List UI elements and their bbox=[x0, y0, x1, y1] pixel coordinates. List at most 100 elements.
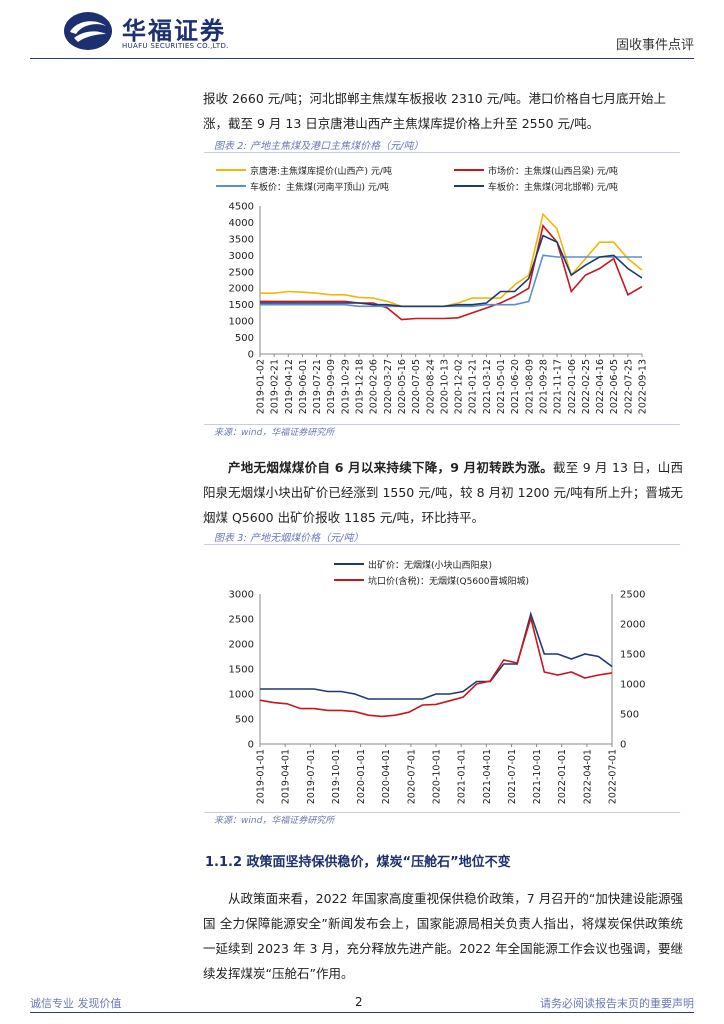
chart1-y-tick-7: 3500 bbox=[229, 234, 254, 245]
chart2-left-y-tick-3: 1500 bbox=[229, 665, 254, 676]
page-number: 2 bbox=[355, 995, 363, 1009]
chart2-right-y-tick-4: 2000 bbox=[620, 620, 645, 631]
chart1-x-tick-25: 2022-06-05 bbox=[609, 359, 620, 414]
paragraph-2-body: 截至 9 月 13 日，山西阳泉无烟煤小块出矿价已经涨到 1550 元/吨，较 … bbox=[203, 460, 683, 525]
chart2-x-tick-11: 2021-10-01 bbox=[532, 749, 543, 804]
chart2-x-tick-12: 2022-01-01 bbox=[557, 749, 568, 804]
figure-2-title: 图表 2: 产地主焦煤及港口主焦煤价格（元/吨） bbox=[214, 141, 424, 152]
chart1-x-tick-16: 2021-03-12 bbox=[482, 359, 493, 414]
chart2-left-y-tick-0: 0 bbox=[248, 740, 254, 751]
chart2-left-y-tick-1: 500 bbox=[235, 715, 254, 726]
chart2-legend-label-1: 坑口价(含税)：无烟煤(Q5600晋城阳城) bbox=[368, 575, 529, 587]
chart1-y-tick-8: 4000 bbox=[229, 218, 254, 229]
huafu-logo-icon bbox=[64, 12, 112, 50]
figure-2-bottom-rule bbox=[204, 424, 680, 425]
chart2-x-tick-2: 2019-07-01 bbox=[306, 749, 317, 804]
chart1-x-tick-2: 2019-04-12 bbox=[284, 359, 295, 414]
chart1-x-tick-11: 2020-07-05 bbox=[411, 359, 422, 414]
figure-2-top-rule bbox=[204, 152, 680, 153]
figure-3-source: 来源：wind，华福证券研究所 bbox=[214, 816, 335, 826]
chart1-x-tick-5: 2019-09-09 bbox=[326, 359, 337, 414]
chart1-y-tick-0: 0 bbox=[248, 350, 254, 361]
chart2-x-tick-4: 2020-01-01 bbox=[356, 749, 367, 804]
chart2-right-y-tick-0: 0 bbox=[620, 740, 626, 751]
figure-3-bottom-rule bbox=[204, 812, 680, 813]
chart1-x-tick-12: 2020-08-24 bbox=[425, 359, 436, 414]
chart1-y-tick-6: 3000 bbox=[229, 251, 254, 262]
figure-3-title: 图表 3: 产地无烟煤价格（元/吨） bbox=[214, 533, 364, 544]
chart1-legend-label-0: 京唐港:主焦煤库提价(山西产) 元/吨 bbox=[250, 165, 392, 177]
chart1-x-tick-19: 2021-08-09 bbox=[524, 359, 535, 414]
paragraph-3-body: 从政策面来看，2022 年国家高度重视保供稳价政策，7 月召开的“加快建设能源强… bbox=[203, 891, 683, 981]
chart2-x-tick-8: 2021-01-01 bbox=[457, 749, 468, 804]
chart1-x-tick-21: 2021-11-17 bbox=[553, 359, 564, 414]
chart1-x-tick-22: 2022-01-06 bbox=[567, 359, 578, 414]
chart1-x-tick-13: 2020-10-13 bbox=[439, 359, 450, 414]
chart2-right-y-tick-2: 1000 bbox=[620, 680, 645, 691]
header-divider bbox=[30, 58, 694, 59]
chart2-legend-label-0: 出矿价：无烟煤(小块山西阳泉) bbox=[368, 559, 492, 571]
paragraph-1-line-1: 报收 2660 元/吨；河北邯郸主焦煤车板报收 2310 元/吨。港口价格自七月… bbox=[203, 91, 666, 106]
figure-3-chart: 出矿价：无烟煤(小块山西阳泉) 坑口价(含税)：无烟煤(Q5600晋城阳城) 0 50… bbox=[229, 559, 646, 804]
chart1-legend-label-3: 车板价：主焦煤(河北邯郸) 元/吨 bbox=[488, 181, 618, 193]
chart1-x-tick-8: 2020-02-06 bbox=[369, 359, 380, 414]
brand-name-cn: 华福证券 bbox=[122, 17, 226, 45]
chart1-x-tick-4: 2019-07-21 bbox=[312, 359, 323, 414]
chart2-left-y-tick-5: 2500 bbox=[229, 615, 254, 626]
chart1-x-tick-1: 2019-02-21 bbox=[270, 359, 281, 414]
section-heading: 1.1.2 政策面坚持保供稳价，煤炭“压舱石”地位不变 bbox=[205, 855, 511, 870]
paragraph-1-line-2: 涨，截至 9 月 13 日京唐港山西产主焦煤库提价格上升至 2550 元/吨。 bbox=[203, 116, 600, 131]
chart1-x-tick-15: 2021-01-21 bbox=[468, 359, 479, 414]
chart1-y-tick-9: 4500 bbox=[229, 202, 254, 213]
chart2-left-y-tick-4: 2000 bbox=[229, 640, 254, 651]
chart1-y-tick-1: 500 bbox=[235, 333, 254, 344]
chart1-x-tick-23: 2022-02-25 bbox=[581, 359, 592, 414]
chart1-series-line-2 bbox=[260, 254, 642, 308]
chart2-series-line-0 bbox=[260, 611, 613, 700]
paragraph-3: 从政策面来看，2022 年国家高度重视保供稳价政策，7 月召开的“加快建设能源强… bbox=[203, 886, 683, 986]
chart1-y-tick-2: 1000 bbox=[229, 317, 254, 328]
chart1-series-line-3 bbox=[260, 234, 643, 308]
footer-divider bbox=[30, 1012, 694, 1013]
figure-3-top-rule bbox=[204, 544, 680, 545]
chart1-x-tick-10: 2020-05-16 bbox=[397, 359, 408, 414]
chart1-legend-label-2: 车板价：主焦煤(河南平顶山) 元/吨 bbox=[250, 181, 389, 193]
chart2-x-tick-5: 2020-04-01 bbox=[381, 749, 392, 804]
chart1-y-tick-4: 2000 bbox=[229, 284, 254, 295]
chart2-right-y-tick-5: 2500 bbox=[620, 590, 645, 601]
chart2-x-tick-7: 2020-10-01 bbox=[432, 749, 443, 804]
chart1-x-tick-27: 2022-09-13 bbox=[638, 359, 649, 414]
chart1-x-tick-18: 2021-06-20 bbox=[510, 359, 521, 414]
chart2-x-tick-3: 2019-10-01 bbox=[331, 749, 342, 804]
figure-2-source: 来源：wind，华福证券研究所 bbox=[214, 428, 335, 438]
chart2-x-tick-10: 2021-07-01 bbox=[507, 749, 518, 804]
chart2-series-line-1 bbox=[259, 614, 613, 718]
chart1-x-tick-26: 2022-07-25 bbox=[623, 359, 634, 414]
footer-disclaimer: 请务必阅读报告末页的重要声明 bbox=[540, 997, 694, 1010]
paragraph-2-highlight: 产地无烟煤煤价自 6 月以来持续下降，9 月初转跌为涨。 bbox=[228, 460, 554, 475]
chart1-x-tick-20: 2021-09-28 bbox=[538, 359, 549, 414]
chart1-y-tick-3: 1500 bbox=[229, 300, 254, 311]
chart2-x-tick-1: 2019-04-01 bbox=[281, 749, 292, 804]
chart1-legend-label-1: 市场价：主焦煤(山西吕梁) 元/吨 bbox=[488, 165, 618, 177]
chart1-x-tick-24: 2022-04-16 bbox=[595, 359, 606, 414]
chart2-right-y-tick-1: 500 bbox=[620, 710, 639, 721]
chart1-series-line-0 bbox=[260, 212, 643, 308]
chart1-x-tick-6: 2019-10-29 bbox=[340, 359, 351, 414]
chart2-x-tick-13: 2022-04-01 bbox=[582, 749, 593, 804]
chart2-x-tick-14: 2022-07-01 bbox=[608, 749, 619, 804]
chart2-x-tick-6: 2020-07-01 bbox=[406, 749, 417, 804]
chart2-left-y-tick-6: 3000 bbox=[229, 590, 254, 601]
chart2-right-y-tick-3: 1500 bbox=[620, 650, 645, 661]
paragraph-2: 产地无烟煤煤价自 6 月以来持续下降，9 月初转跌为涨。截至 9 月 13 日，… bbox=[203, 455, 683, 530]
paragraph-1: 报收 2660 元/吨；河北邯郸主焦煤车板报收 2310 元/吨。港口价格自七月… bbox=[203, 86, 683, 136]
chart2-x-tick-0: 2019-01-01 bbox=[256, 749, 267, 804]
chart1-x-tick-7: 2019-12-18 bbox=[355, 359, 366, 414]
chart1-x-tick-17: 2021-05-01 bbox=[496, 359, 507, 414]
chart1-x-tick-9: 2020-03-27 bbox=[383, 359, 394, 414]
chart1-series-line-1 bbox=[260, 223, 643, 321]
figure-2-chart: 京唐港:主焦煤库提价(山西产) 元/吨 市场价：主焦煤(山西吕梁) 元/吨车板价：… bbox=[216, 165, 649, 414]
chart2-x-tick-9: 2021-04-01 bbox=[482, 749, 493, 804]
chart1-x-tick-0: 2019-01-02 bbox=[256, 359, 267, 414]
document-type: 固收事件点评 bbox=[615, 38, 694, 53]
